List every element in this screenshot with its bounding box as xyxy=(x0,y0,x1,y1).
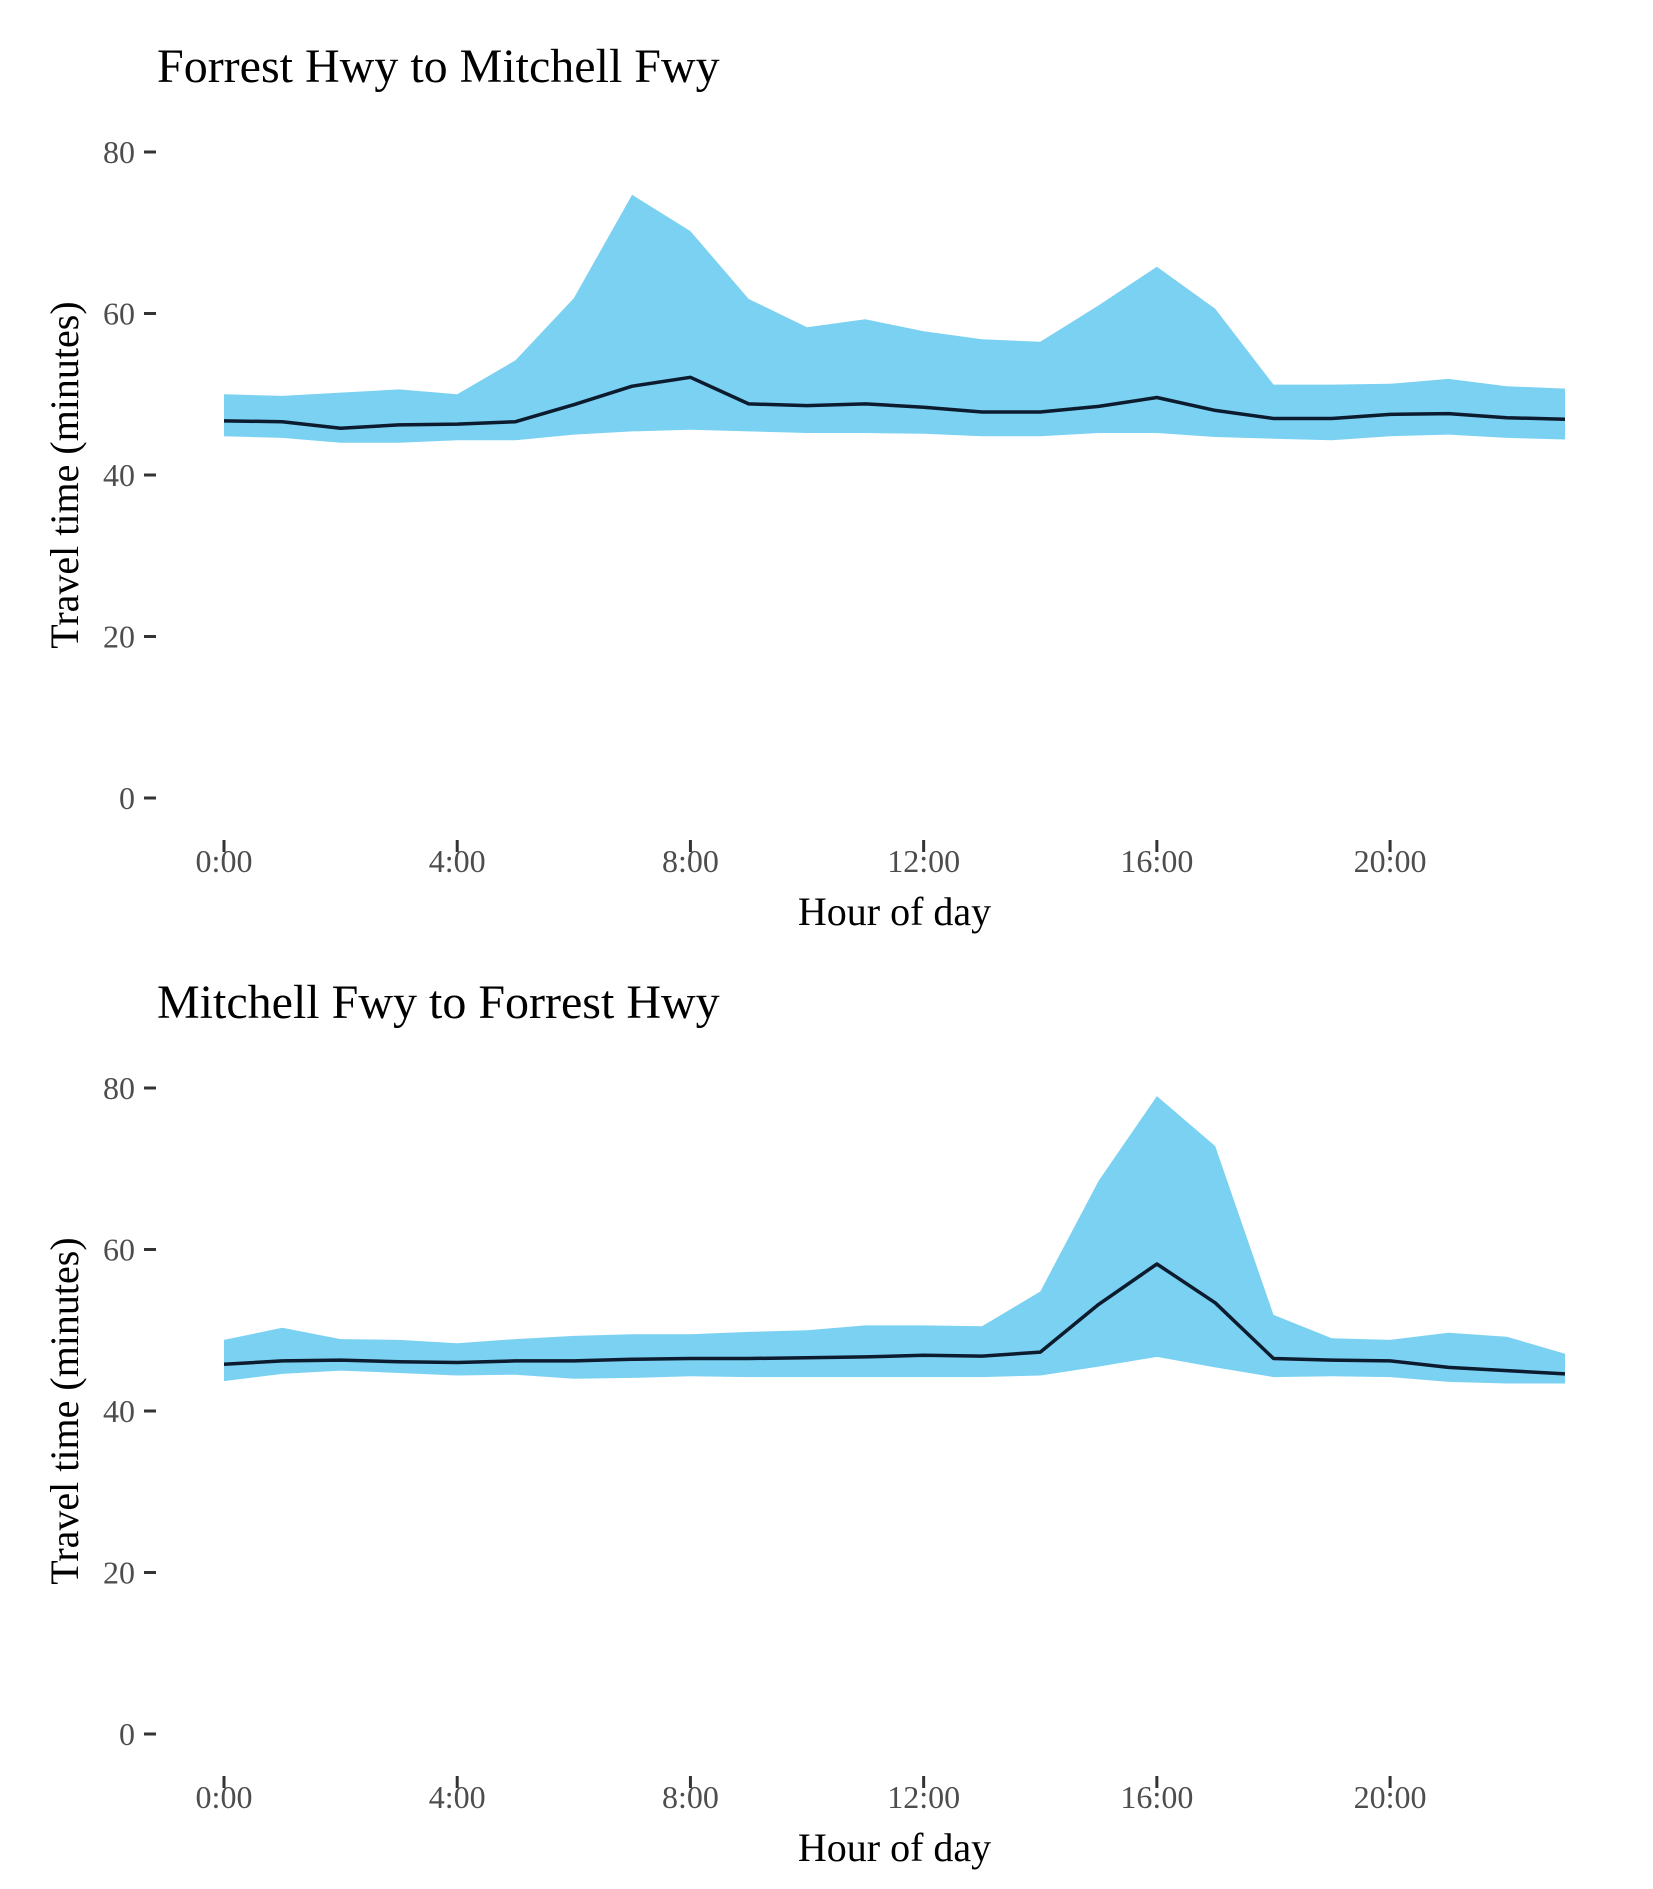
x-tick-label: 16:00 xyxy=(1120,843,1193,879)
x-tick-label: 20:00 xyxy=(1354,1779,1427,1815)
travel-time-range-ribbon xyxy=(224,1096,1565,1384)
y-tick-label: 20 xyxy=(103,619,135,655)
y-tick-label: 60 xyxy=(103,296,135,332)
x-tick-label: 8:00 xyxy=(662,843,719,879)
y-tick-label: 80 xyxy=(103,134,135,170)
y-axis-title: Travel time (minutes) xyxy=(42,1237,87,1584)
y-tick-label: 20 xyxy=(103,1555,135,1591)
y-tick-label: 40 xyxy=(103,1393,135,1429)
median-travel-time-line xyxy=(223,375,1566,430)
x-axis-title: Hour of day xyxy=(798,889,991,934)
y-tick-label: 40 xyxy=(103,457,135,493)
x-axis-title: Hour of day xyxy=(798,1825,991,1870)
x-tick-label: 0:00 xyxy=(196,1779,253,1815)
x-tick-label: 4:00 xyxy=(429,1779,486,1815)
x-tick-label: 16:00 xyxy=(1120,1779,1193,1815)
median-travel-time-line xyxy=(223,1262,1566,1376)
y-axis-title: Travel time (minutes) xyxy=(42,301,87,648)
chart-title: Forrest Hwy to Mitchell Fwy xyxy=(157,40,720,93)
x-tick-label: 8:00 xyxy=(662,1779,719,1815)
y-tick-label: 80 xyxy=(103,1070,135,1106)
chart-panel-1: Forrest Hwy to Mitchell Fwy 0 20 40 60 80 0:00… xyxy=(42,40,1566,934)
travel-time-range-ribbon xyxy=(224,194,1565,443)
x-tick-label: 0:00 xyxy=(196,843,253,879)
x-tick-label: 4:00 xyxy=(429,843,486,879)
chart-title: Mitchell Fwy to Forrest Hwy xyxy=(157,976,720,1029)
y-tick-label: 60 xyxy=(103,1232,135,1268)
x-tick-label: 12:00 xyxy=(887,1779,960,1815)
chart-panel-2: Mitchell Fwy to Forrest Hwy 0 20 40 60 80 0:00… xyxy=(42,976,1566,1870)
x-tick-label: 12:00 xyxy=(887,843,960,879)
y-tick-label: 0 xyxy=(119,1716,135,1752)
x-tick-label: 20:00 xyxy=(1354,843,1427,879)
y-tick-label: 0 xyxy=(119,780,135,816)
